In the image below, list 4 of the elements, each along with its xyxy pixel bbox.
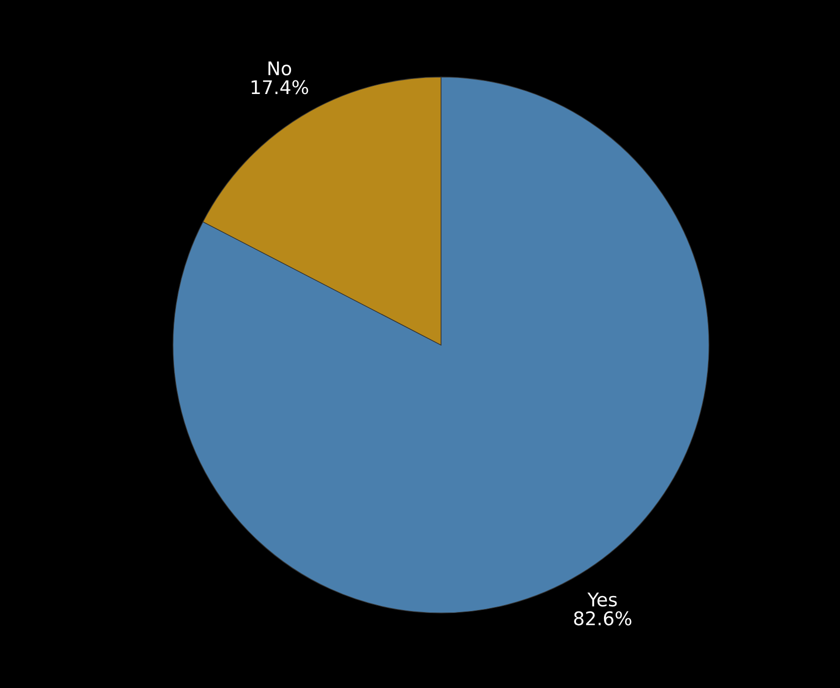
data-label: 82.6% — [574, 611, 632, 626]
slice-label: No — [268, 61, 292, 76]
data-label: 17.4% — [252, 80, 308, 94]
slice-label: Yes — [587, 592, 617, 607]
